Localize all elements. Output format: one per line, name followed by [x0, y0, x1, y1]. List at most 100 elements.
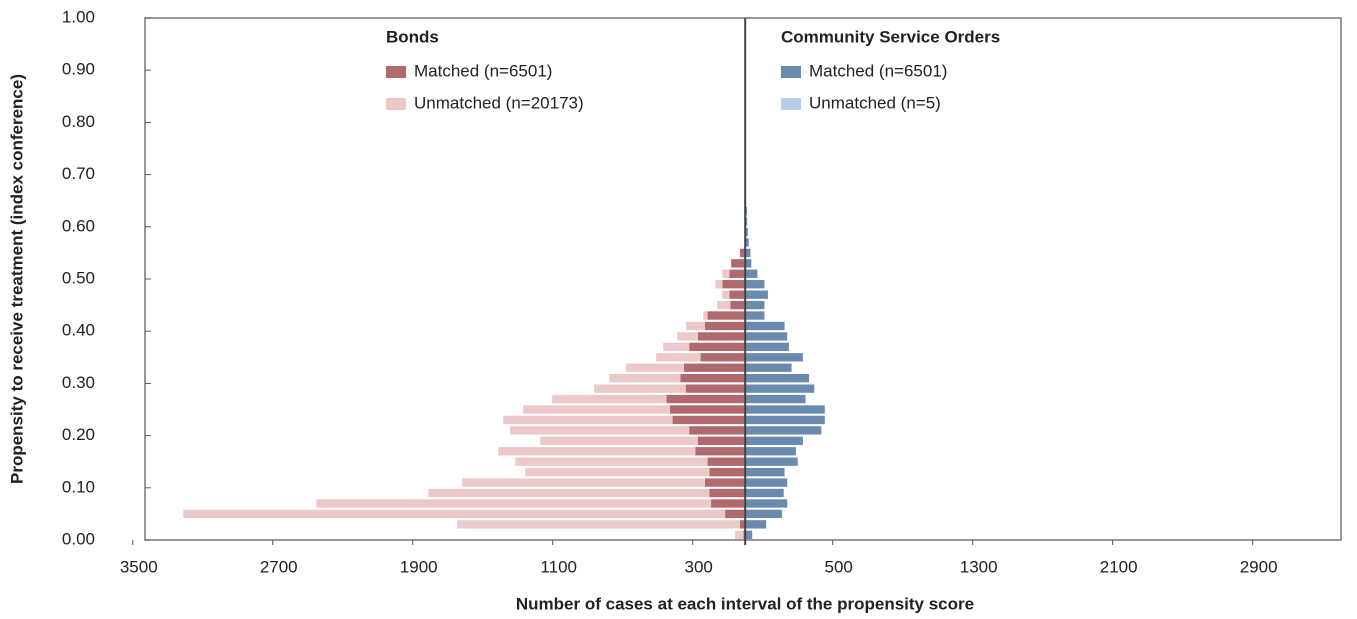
y-tick-label: 0.60: [62, 216, 95, 235]
bar: [745, 248, 751, 258]
bar: [745, 227, 748, 237]
bar: [709, 488, 746, 498]
bar: [711, 499, 746, 508]
bar: [552, 394, 667, 404]
bar: [689, 342, 746, 352]
bar: [722, 290, 730, 299]
y-tick-label: 0.20: [62, 425, 95, 444]
x-tick-label: 3500: [120, 557, 158, 576]
bar: [707, 457, 746, 466]
bar: [709, 467, 746, 477]
bar: [656, 353, 701, 362]
x-axis-title: Number of cases at each interval of the …: [516, 594, 974, 613]
legend-swatch: [781, 66, 801, 78]
legend-label: Unmatched (n=5): [809, 93, 941, 112]
y-axis-title: Propensity to receive treatment (index c…: [7, 74, 26, 484]
x-tick-label: 1900: [400, 557, 438, 576]
bar: [677, 332, 698, 341]
y-tick-label: 0.70: [62, 164, 95, 183]
bar: [745, 488, 784, 498]
y-tick-label: 0.50: [62, 268, 95, 287]
bar: [745, 436, 803, 445]
bar: [745, 405, 825, 414]
bar: [745, 457, 798, 466]
bar: [745, 259, 752, 268]
bar: [626, 363, 684, 372]
y-tick-label: 0.00: [62, 529, 95, 548]
bar: [745, 520, 767, 529]
bar: [745, 530, 753, 539]
y-tick-label: 0.90: [62, 60, 95, 79]
legend-label: Matched (n=6501): [809, 61, 947, 80]
bar: [700, 353, 746, 362]
bar: [745, 311, 765, 320]
bar: [745, 447, 796, 456]
bar: [739, 248, 746, 258]
x-tick-label: 500: [824, 557, 852, 576]
bar: [722, 269, 730, 278]
bar: [697, 436, 746, 445]
bar: [715, 280, 723, 289]
bar: [183, 509, 726, 519]
bar: [498, 447, 696, 456]
y-tick-label: 0.30: [62, 373, 95, 392]
bar: [717, 300, 731, 310]
bar: [739, 520, 746, 529]
bar: [703, 311, 708, 320]
bar: [510, 426, 690, 435]
bar: [686, 321, 705, 331]
bar: [745, 509, 782, 519]
legend-title: Community Service Orders: [781, 27, 1000, 46]
bar: [745, 384, 815, 393]
bar: [663, 342, 690, 352]
bar: [680, 374, 746, 383]
x-tick-label: 1300: [960, 557, 998, 576]
bar: [525, 467, 710, 477]
x-tick-label: 2900: [1240, 557, 1278, 576]
bar: [704, 478, 746, 487]
x-tick-label: 1100: [540, 557, 577, 576]
bar: [683, 363, 746, 372]
legend-swatch: [386, 98, 406, 110]
legend-swatch: [781, 98, 801, 110]
bar: [462, 478, 705, 487]
bar: [594, 384, 686, 393]
bar: [730, 300, 746, 310]
bar: [503, 415, 673, 425]
bar: [745, 321, 785, 331]
bar: [745, 300, 765, 310]
bar: [697, 332, 746, 341]
y-tick-label: 0.40: [62, 321, 95, 340]
x-tick-label: 2700: [260, 557, 298, 576]
bar: [704, 321, 746, 331]
bar: [695, 447, 746, 456]
legend-swatch: [386, 66, 406, 78]
bar: [685, 384, 746, 393]
bar: [725, 509, 746, 519]
legend-title: Bonds: [386, 27, 439, 46]
bar: [745, 353, 803, 362]
bar: [316, 499, 712, 508]
bar: [669, 405, 746, 414]
y-tick-label: 0.80: [62, 112, 95, 131]
bar: [672, 415, 746, 425]
bar: [745, 269, 758, 278]
bar: [745, 280, 765, 289]
bar: [523, 405, 670, 414]
bar: [745, 342, 789, 352]
y-tick-label: 1.00: [62, 7, 95, 26]
bar: [722, 280, 746, 289]
bar: [689, 426, 746, 435]
bar: [515, 457, 708, 466]
bar: [745, 478, 788, 487]
bar: [729, 269, 746, 278]
bar: [745, 374, 810, 383]
y-tick-label: 0.10: [62, 477, 95, 496]
bar: [707, 311, 746, 320]
bar: [746, 217, 748, 226]
bar: [745, 394, 806, 404]
bar: [729, 290, 746, 299]
bar: [745, 499, 788, 508]
bar: [457, 520, 740, 529]
